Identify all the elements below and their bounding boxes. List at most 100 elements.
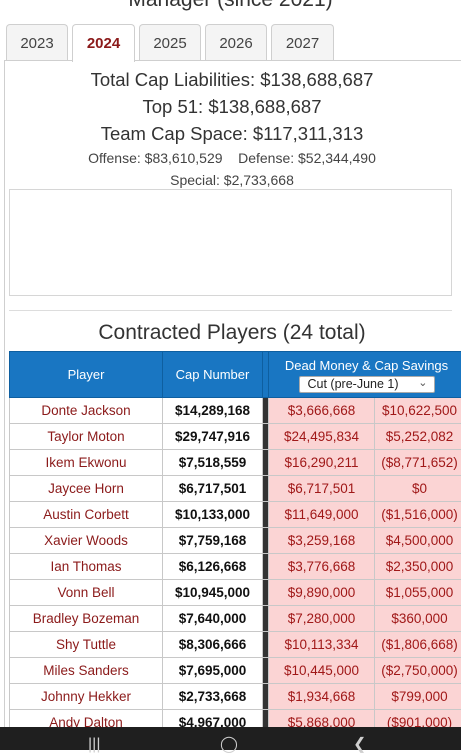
player-cell[interactable]: Austin Corbett (10, 502, 163, 528)
dead-money-cell: $16,290,211 (269, 450, 375, 476)
dead-money-column-header: Dead Money & Cap Savings Cut (pre-June 1… (269, 352, 461, 398)
player-link[interactable]: Bradley Bozeman (33, 611, 140, 626)
player-link[interactable]: Donte Jackson (41, 403, 130, 418)
cap-savings-cell: ($1,516,000) (375, 502, 461, 528)
page-heading: Manager (since 2021) (0, 0, 461, 16)
player-cell[interactable]: Xavier Woods (10, 528, 163, 554)
cap-number-cell: $29,747,916 (163, 424, 263, 450)
dead-money-cell: $11,649,000 (269, 502, 375, 528)
cap-number-cell: $14,289,168 (163, 398, 263, 424)
cap-number-cell: $7,759,168 (163, 528, 263, 554)
player-cell[interactable]: Vonn Bell (10, 580, 163, 606)
special-total: Special: $2,733,668 (5, 172, 459, 188)
table-row: Ikem Ekwonu $7,518,559$16,290,211($8,771,… (10, 450, 461, 476)
team-cap-space: Team Cap Space: $117,311,313 (5, 123, 459, 145)
table-row: Shy Tuttle $8,306,666$10,113,334($1,806,6… (10, 632, 461, 658)
back-icon[interactable]: ❮ (353, 740, 366, 750)
table-row: Miles Sanders $7,695,000$10,445,000($2,75… (10, 658, 461, 684)
cap-savings-cell: $10,622,500 (375, 398, 461, 424)
player-cell[interactable]: Jaycee Horn (10, 476, 163, 502)
top-51: Top 51: $138,688,687 (5, 96, 459, 118)
table-row: Xavier Woods $7,759,168$3,259,168$4,500,0… (10, 528, 461, 554)
cap-savings-cell: $1,055,000 (375, 580, 461, 606)
tab-2026[interactable]: 2026 (205, 24, 267, 61)
table-row: Bradley Bozeman $7,640,000$7,280,000$360,… (10, 606, 461, 632)
table-row: Ian Thomas $6,126,668$3,776,668$2,350,000 (10, 554, 461, 580)
player-cell[interactable]: Ikem Ekwonu (10, 450, 163, 476)
table-row: Taylor Moton $29,747,916$24,495,834$5,252… (10, 424, 461, 450)
player-cell[interactable]: Ian Thomas (10, 554, 163, 580)
cap-savings-cell: $799,000 (375, 684, 461, 710)
dead-money-cell: $3,776,668 (269, 554, 375, 580)
cap-number-cell: $7,640,000 (163, 606, 263, 632)
cap-savings-cell: $2,350,000 (375, 554, 461, 580)
player-link[interactable]: Shy Tuttle (56, 637, 116, 652)
cut-type-select[interactable]: Cut (pre-June 1) ⌄ (299, 376, 435, 393)
dead-money-cell: $9,890,000 (269, 580, 375, 606)
player-cell[interactable]: Miles Sanders (10, 658, 163, 684)
cap-savings-cell: ($2,750,000) (375, 658, 461, 684)
cap-number-cell: $6,717,501 (163, 476, 263, 502)
player-link[interactable]: Xavier Woods (44, 533, 128, 548)
unit-breakdown: Offense: $83,610,529 Defense: $52,344,49… (5, 150, 459, 166)
player-link[interactable]: Taylor Moton (47, 429, 124, 444)
cap-savings-cell: ($8,771,652) (375, 450, 461, 476)
player-link[interactable]: Ian Thomas (50, 559, 121, 574)
cap-savings-cell: $0 (375, 476, 461, 502)
contracted-players-title: Contracted Players (24 total) (5, 321, 459, 345)
chevron-down-icon: ⌄ (418, 376, 427, 391)
divider (9, 310, 452, 311)
player-column-header[interactable]: Player (10, 352, 163, 398)
table-header-row: Player Cap Number Dead Money & Cap Savin… (10, 352, 461, 398)
dead-money-cell: $10,445,000 (269, 658, 375, 684)
tab-2024[interactable]: 2024 (72, 24, 135, 62)
cap-savings-cell: ($1,806,668) (375, 632, 461, 658)
dead-money-cell: $6,717,501 (269, 476, 375, 502)
cap-savings-cell: $360,000 (375, 606, 461, 632)
defense-total: Defense: $52,344,490 (238, 150, 376, 166)
player-link[interactable]: Miles Sanders (43, 663, 129, 678)
cap-number-cell: $2,733,668 (163, 684, 263, 710)
cap-number-cell: $7,518,559 (163, 450, 263, 476)
tab-2025[interactable]: 2025 (139, 24, 201, 61)
player-cell[interactable]: Taylor Moton (10, 424, 163, 450)
offense-total: Offense: $83,610,529 (88, 150, 222, 166)
home-icon[interactable]: ◯ (220, 740, 238, 750)
recent-apps-icon[interactable]: ||| (88, 740, 100, 750)
player-link[interactable]: Ikem Ekwonu (45, 455, 126, 470)
tab-2027[interactable]: 2027 (271, 24, 334, 61)
player-link[interactable]: Vonn Bell (57, 585, 114, 600)
cap-number-cell: $10,133,000 (163, 502, 263, 528)
total-cap-liabilities: Total Cap Liabilities: $138,688,687 (5, 69, 459, 91)
dead-money-cell: $24,495,834 (269, 424, 375, 450)
player-link[interactable]: Jaycee Horn (48, 481, 124, 496)
dead-money-cell: $7,280,000 (269, 606, 375, 632)
cap-number-header-label: Cap Number (176, 367, 250, 382)
cap-savings-cell: $5,252,082 (375, 424, 461, 450)
dead-money-cell: $10,113,334 (269, 632, 375, 658)
cap-number-cell: $8,306,666 (163, 632, 263, 658)
table-row: Austin Corbett $10,133,000$11,649,000($1,… (10, 502, 461, 528)
tab-2023[interactable]: 2023 (6, 24, 68, 61)
cap-number-cell: $10,945,000 (163, 580, 263, 606)
cut-type-value: Cut (pre-June 1) (308, 377, 399, 391)
cap-number-cell: $7,695,000 (163, 658, 263, 684)
cap-number-column-header[interactable]: Cap Number (163, 352, 263, 398)
table-row: Vonn Bell $10,945,000$9,890,000$1,055,000 (10, 580, 461, 606)
player-cell[interactable]: Johnny Hekker (10, 684, 163, 710)
dead-money-cell: $3,666,668 (269, 398, 375, 424)
table-row: Donte Jackson $14,289,168$3,666,668$10,62… (10, 398, 461, 424)
player-cell[interactable]: Shy Tuttle (10, 632, 163, 658)
system-nav-bar: ||| ◯ ❮ (0, 727, 461, 750)
cap-savings-cell: $4,500,000 (375, 528, 461, 554)
table-row: Jaycee Horn$6,717,501$6,717,501$0 (10, 476, 461, 502)
player-cell[interactable]: Bradley Bozeman (10, 606, 163, 632)
cap-number-cell: $6,126,668 (163, 554, 263, 580)
player-link[interactable]: Austin Corbett (43, 507, 129, 522)
player-link[interactable]: Johnny Hekker (41, 689, 131, 704)
cap-chart-area (9, 189, 452, 296)
player-cell[interactable]: Donte Jackson (10, 398, 163, 424)
dead-money-cell: $3,259,168 (269, 528, 375, 554)
players-table: Player Cap Number Dead Money & Cap Savin… (9, 351, 461, 736)
dead-money-cell: $1,934,668 (269, 684, 375, 710)
